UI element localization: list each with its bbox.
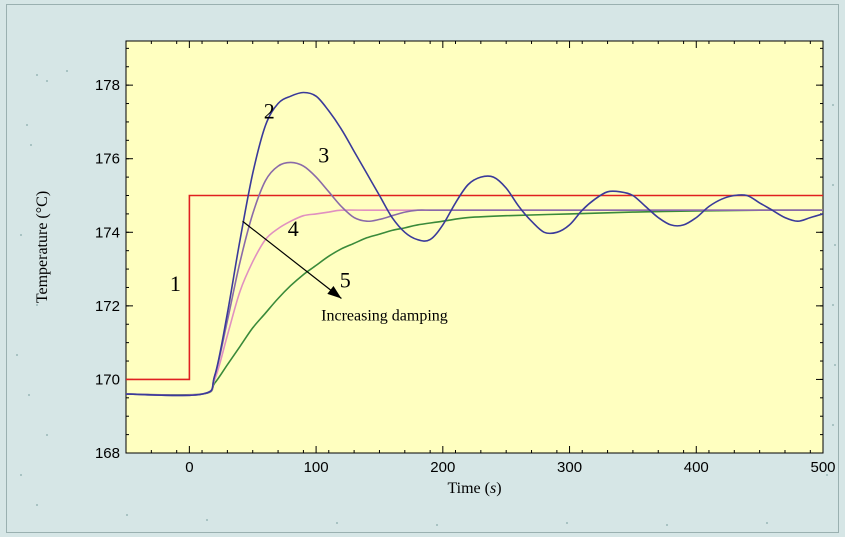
x-tick-label: 100: [304, 459, 329, 476]
background-dot: [826, 474, 828, 476]
x-tick-label: 500: [810, 459, 835, 476]
background-dot: [36, 74, 38, 76]
y-tick-label: 172: [95, 298, 120, 315]
x-tick-label: 400: [684, 459, 709, 476]
curve-label-4: 4: [288, 216, 299, 241]
x-tick-label: 300: [557, 459, 582, 476]
x-axis-title: Time (s): [447, 480, 501, 497]
plot-area: [125, 40, 824, 454]
background-dot: [206, 519, 208, 521]
damping-arrow-line: [242, 220, 342, 299]
background-dot: [832, 304, 834, 306]
background-dot: [834, 244, 836, 246]
x-tick-label: 0: [185, 459, 193, 476]
background-dot: [46, 434, 48, 436]
y-tick-label: 174: [95, 224, 120, 241]
background-dot: [30, 144, 32, 146]
y-tick-label: 176: [95, 151, 120, 168]
background-dot: [26, 124, 28, 126]
background-dot: [36, 504, 38, 506]
series-3-line: [126, 161, 823, 397]
background-dot: [36, 304, 38, 306]
background-dot: [46, 80, 48, 82]
background-dot: [336, 522, 338, 524]
temperature-response-chart: 0 100 200 300 400 500 168 170 172 174 176 178 Time (…: [16, 40, 836, 526]
curve-label-5: 5: [340, 267, 351, 292]
background-dot: [566, 522, 568, 524]
background-dot: [832, 104, 834, 106]
y-tick-label: 168: [95, 445, 120, 462]
series-5-line: [126, 209, 823, 396]
background-dot: [766, 522, 768, 524]
series-2-line: [126, 91, 823, 397]
curve-label-3: 3: [318, 142, 329, 167]
background-dot: [20, 474, 22, 476]
background-dot: [834, 364, 836, 366]
background-dot: [832, 424, 834, 426]
damping-annotation-text: Increasing damping: [321, 308, 448, 325]
x-tick-label: 200: [430, 459, 455, 476]
background-dot: [436, 524, 438, 526]
y-tick-label: 170: [95, 371, 120, 388]
background-dot: [28, 394, 30, 396]
background-dot: [20, 234, 22, 236]
background-dot: [126, 514, 128, 516]
y-tick-label: 178: [95, 77, 120, 94]
background-dot: [66, 70, 68, 72]
curve-label-1: 1: [170, 271, 181, 296]
y-axis-title: Temperature (°C): [34, 191, 51, 303]
background-dot: [666, 524, 668, 526]
series-1-line: [126, 194, 823, 381]
chart-frame: 0 100 200 300 400 500 168 170 172 174 176 178 Time (…: [6, 4, 839, 533]
background-dot: [832, 184, 834, 186]
background-dot: [16, 354, 18, 356]
damping-arrow-head: [327, 285, 342, 299]
curve-label-2: 2: [264, 98, 275, 123]
